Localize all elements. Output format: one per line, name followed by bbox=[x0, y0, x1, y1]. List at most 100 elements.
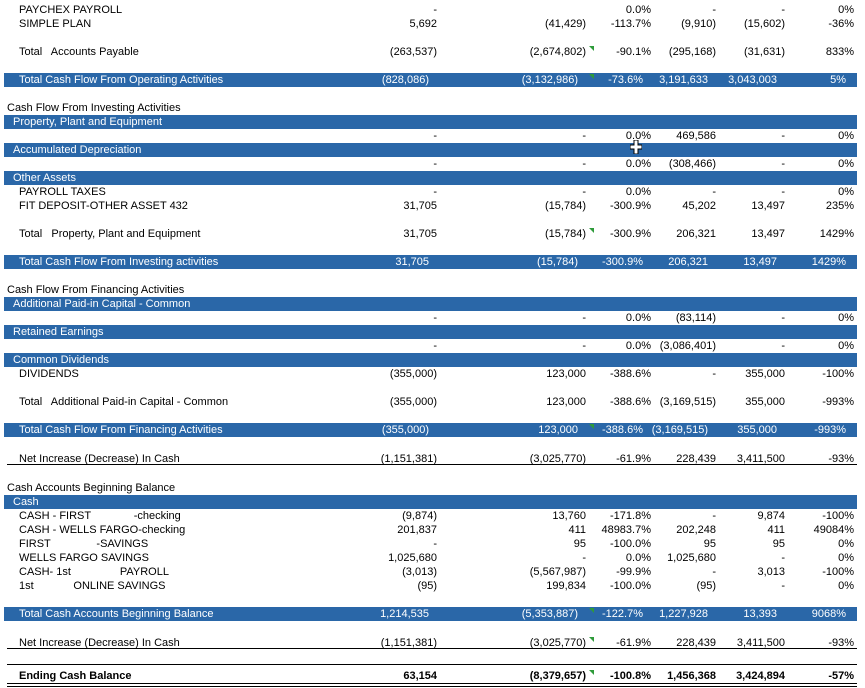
value-cell[interactable]: 201,837 bbox=[397, 524, 437, 536]
value-cell[interactable]: 3,191,633 bbox=[659, 74, 708, 86]
value-cell[interactable]: - bbox=[712, 368, 716, 380]
value-cell[interactable]: - bbox=[582, 312, 586, 324]
value-cell[interactable]: (263,537) bbox=[389, 46, 437, 58]
value-cell[interactable]: -61.9% bbox=[616, 453, 651, 465]
value-cell[interactable]: -73.6% bbox=[608, 74, 643, 86]
value-cell[interactable]: 9,874 bbox=[757, 510, 785, 522]
value-cell[interactable]: -100.8% bbox=[610, 670, 651, 682]
value-cell[interactable]: 411 bbox=[568, 524, 586, 536]
value-cell[interactable]: -100% bbox=[822, 510, 854, 522]
value-cell[interactable]: (3,025,770) bbox=[529, 453, 586, 465]
value-cell[interactable]: 0.0% bbox=[625, 340, 651, 352]
value-cell[interactable]: - bbox=[433, 130, 437, 142]
value-cell[interactable]: 3,043,003 bbox=[728, 74, 777, 86]
value-cell[interactable]: -100.0% bbox=[610, 538, 651, 550]
value-cell[interactable]: -113.7% bbox=[610, 18, 651, 30]
value-cell[interactable]: - bbox=[582, 186, 586, 198]
value-cell[interactable]: -300.9% bbox=[602, 256, 643, 268]
value-cell[interactable]: -90.1% bbox=[616, 46, 651, 58]
value-cell[interactable]: 3,013 bbox=[757, 566, 785, 578]
value-cell[interactable]: 3,424,894 bbox=[736, 670, 785, 682]
value-cell[interactable]: -99.9% bbox=[616, 566, 651, 578]
value-cell[interactable]: 1,227,928 bbox=[659, 608, 708, 620]
value-cell[interactable]: 0% bbox=[838, 312, 854, 324]
value-cell[interactable]: 31,705 bbox=[403, 200, 437, 212]
value-cell[interactable]: - bbox=[781, 186, 785, 198]
value-cell[interactable]: 31,705 bbox=[403, 228, 437, 240]
value-cell[interactable]: -100.0% bbox=[610, 580, 651, 592]
value-cell[interactable]: (15,784) bbox=[537, 256, 578, 268]
value-cell[interactable]: 1,025,680 bbox=[667, 552, 716, 564]
value-cell[interactable]: 1,456,368 bbox=[667, 670, 716, 682]
value-cell[interactable]: (828,086) bbox=[381, 74, 429, 86]
value-cell[interactable]: 13,760 bbox=[552, 510, 586, 522]
value-cell[interactable]: -388.6% bbox=[610, 368, 651, 380]
value-cell[interactable]: (3,169,515) bbox=[651, 424, 708, 436]
value-cell[interactable]: 5,692 bbox=[409, 18, 437, 30]
value-cell[interactable]: 355,000 bbox=[745, 396, 785, 408]
value-cell[interactable]: -388.6% bbox=[602, 424, 643, 436]
value-cell[interactable]: 355,000 bbox=[745, 368, 785, 380]
value-cell[interactable]: - bbox=[781, 130, 785, 142]
value-cell[interactable]: (1,151,381) bbox=[380, 453, 437, 465]
value-cell[interactable]: 199,834 bbox=[546, 580, 586, 592]
value-cell[interactable]: 0% bbox=[838, 538, 854, 550]
value-cell[interactable]: 202,248 bbox=[676, 524, 716, 536]
value-cell[interactable]: -57% bbox=[828, 670, 854, 682]
value-cell[interactable]: 45,202 bbox=[682, 200, 716, 212]
value-cell[interactable]: - bbox=[781, 552, 785, 564]
value-cell[interactable]: 228,439 bbox=[676, 453, 716, 465]
value-cell[interactable]: (95) bbox=[696, 580, 716, 592]
value-cell[interactable]: 206,321 bbox=[676, 228, 716, 240]
value-cell[interactable]: 0.0% bbox=[625, 312, 651, 324]
value-cell[interactable]: 0% bbox=[838, 340, 854, 352]
value-cell[interactable]: - bbox=[582, 552, 586, 564]
value-cell[interactable]: 0% bbox=[838, 158, 854, 170]
value-cell[interactable]: 0% bbox=[838, 186, 854, 198]
value-cell[interactable]: (1,151,381) bbox=[380, 637, 437, 649]
value-cell[interactable]: (41,429) bbox=[545, 18, 586, 30]
value-cell[interactable]: (2,674,802) bbox=[529, 46, 586, 58]
value-cell[interactable]: (295,168) bbox=[668, 46, 716, 58]
value-cell[interactable]: (3,169,515) bbox=[659, 396, 716, 408]
value-cell[interactable]: 411 bbox=[767, 524, 785, 536]
value-cell[interactable]: -300.9% bbox=[610, 200, 651, 212]
value-cell[interactable]: - bbox=[582, 158, 586, 170]
value-cell[interactable]: 5% bbox=[830, 74, 846, 86]
value-cell[interactable]: -993% bbox=[814, 424, 846, 436]
value-cell[interactable]: -93% bbox=[828, 453, 854, 465]
value-cell[interactable]: (15,784) bbox=[545, 200, 586, 212]
value-cell[interactable]: 355,000 bbox=[737, 424, 777, 436]
value-cell[interactable]: (355,000) bbox=[389, 368, 437, 380]
value-cell[interactable]: -100% bbox=[822, 368, 854, 380]
value-cell[interactable]: 1,025,680 bbox=[388, 552, 437, 564]
value-cell[interactable]: 469,586 bbox=[676, 130, 716, 142]
value-cell[interactable]: (3,132,986) bbox=[521, 74, 578, 86]
value-cell[interactable]: - bbox=[712, 186, 716, 198]
value-cell[interactable]: - bbox=[781, 580, 785, 592]
value-cell[interactable]: 3,411,500 bbox=[736, 453, 785, 465]
value-cell[interactable]: (31,631) bbox=[744, 46, 785, 58]
value-cell[interactable]: - bbox=[712, 566, 716, 578]
value-cell[interactable]: (83,114) bbox=[675, 312, 716, 324]
value-cell[interactable]: 0.0% bbox=[625, 186, 651, 198]
value-cell[interactable]: (355,000) bbox=[389, 396, 437, 408]
value-cell[interactable]: - bbox=[433, 312, 437, 324]
value-cell[interactable]: - bbox=[433, 186, 437, 198]
value-cell[interactable]: 49084% bbox=[813, 524, 854, 536]
value-cell[interactable]: 95 bbox=[703, 538, 716, 550]
value-cell[interactable]: -93% bbox=[828, 637, 854, 649]
value-cell[interactable]: 1,214,535 bbox=[380, 608, 429, 620]
value-cell[interactable]: (95) bbox=[417, 580, 437, 592]
value-cell[interactable]: - bbox=[781, 158, 785, 170]
value-cell[interactable]: - bbox=[781, 340, 785, 352]
value-cell[interactable]: -993% bbox=[822, 396, 854, 408]
value-cell[interactable]: - bbox=[712, 510, 716, 522]
value-cell[interactable]: -300.9% bbox=[610, 228, 651, 240]
value-cell[interactable]: 0% bbox=[838, 552, 854, 564]
value-cell[interactable]: -122.7% bbox=[602, 608, 643, 620]
value-cell[interactable]: (5,567,987) bbox=[529, 566, 586, 578]
value-cell[interactable]: - bbox=[582, 340, 586, 352]
value-cell[interactable]: 13,497 bbox=[751, 228, 785, 240]
value-cell[interactable]: 63,154 bbox=[403, 670, 437, 682]
